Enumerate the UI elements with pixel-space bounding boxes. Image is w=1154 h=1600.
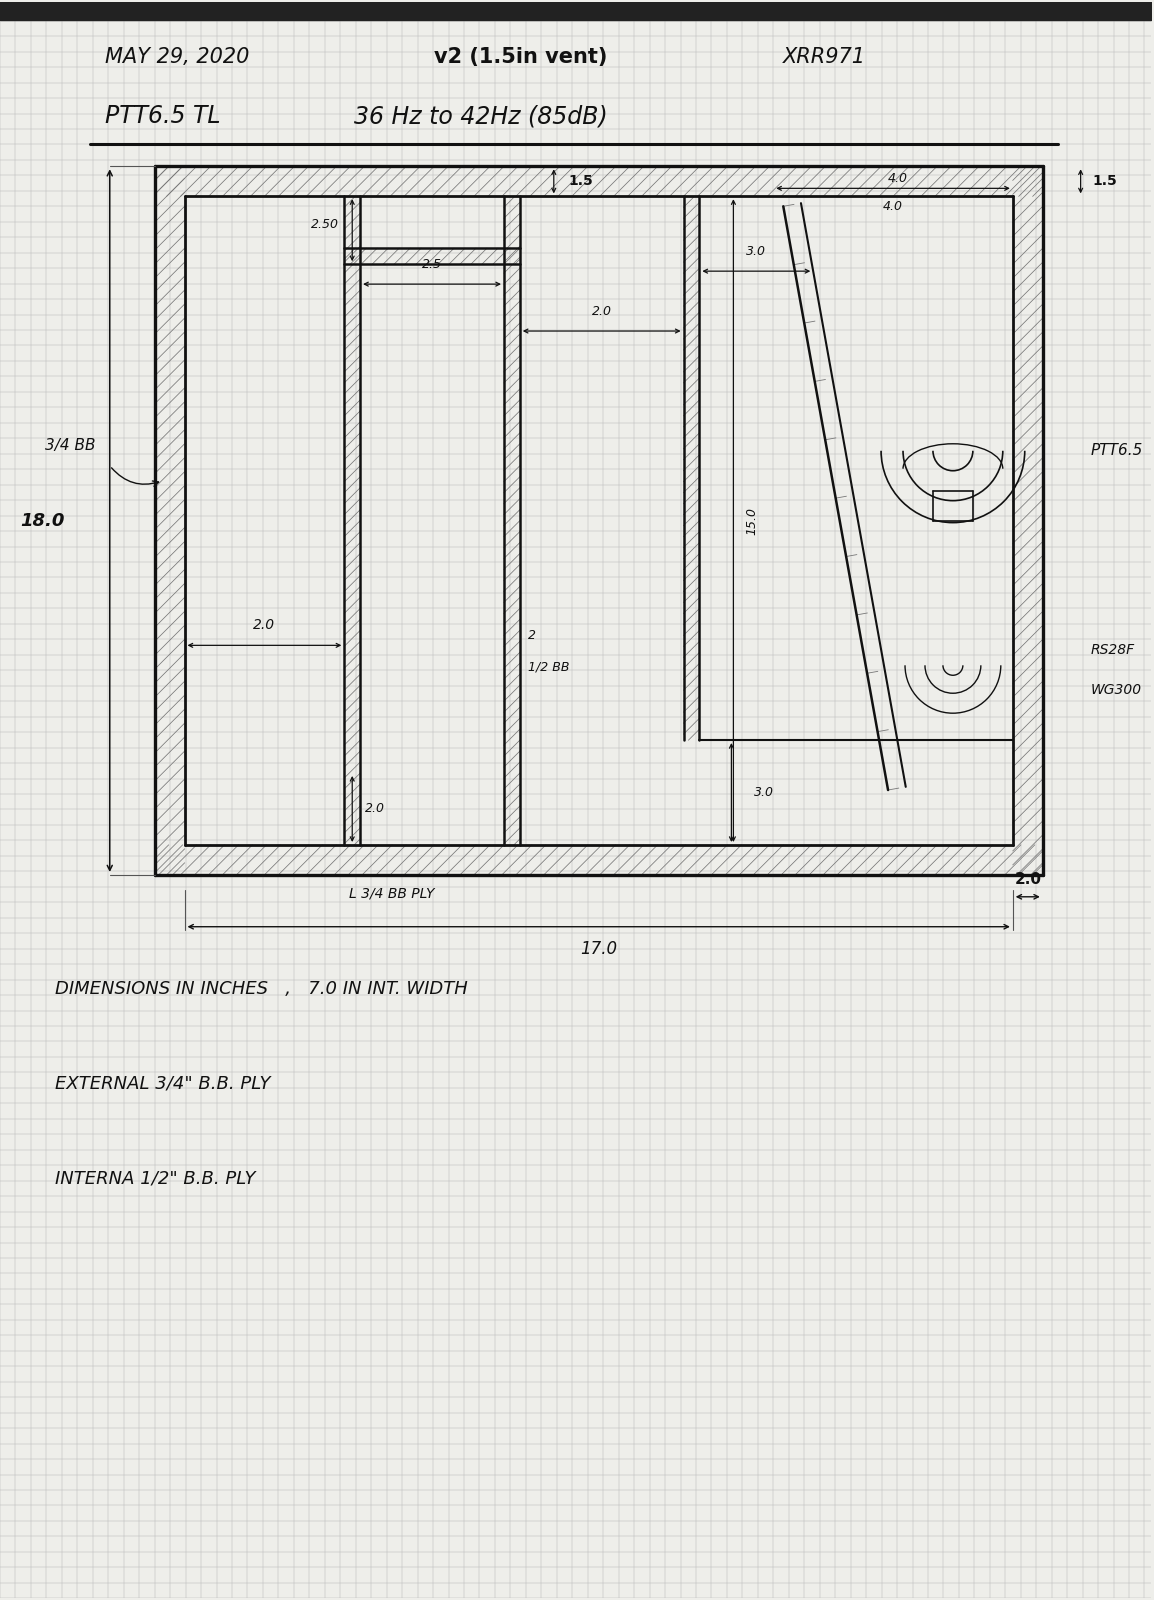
Text: 2.0: 2.0	[592, 306, 612, 318]
Text: L 3/4 BB PLY: L 3/4 BB PLY	[350, 886, 435, 901]
Text: 36 Hz to 42Hz (85dB): 36 Hz to 42Hz (85dB)	[354, 104, 608, 128]
Text: 15.0: 15.0	[745, 507, 758, 534]
Text: 2.50: 2.50	[312, 218, 339, 230]
Text: PTT6.5 TL: PTT6.5 TL	[105, 104, 220, 128]
Text: 4.0: 4.0	[889, 171, 908, 186]
Text: 2: 2	[527, 629, 535, 642]
Text: 3/4 BB: 3/4 BB	[45, 438, 96, 453]
Text: EXTERNAL 3/4" B.B. PLY: EXTERNAL 3/4" B.B. PLY	[55, 1074, 270, 1093]
Text: v2 (1.5in vent): v2 (1.5in vent)	[434, 46, 607, 67]
Text: 18.0: 18.0	[20, 512, 65, 530]
Text: 4.0: 4.0	[883, 200, 904, 213]
Text: 1.5: 1.5	[569, 174, 593, 189]
Text: 1/2 BB: 1/2 BB	[527, 661, 569, 674]
Text: 17.0: 17.0	[580, 939, 617, 958]
Text: 1.5: 1.5	[1093, 174, 1117, 189]
Text: RS28F: RS28F	[1091, 643, 1134, 658]
Text: DIMENSIONS IN INCHES   ,   7.0 IN INT. WIDTH: DIMENSIONS IN INCHES , 7.0 IN INT. WIDTH	[55, 979, 467, 998]
Text: WG300: WG300	[1091, 683, 1141, 698]
Text: XRR971: XRR971	[784, 46, 867, 67]
Text: 2.0: 2.0	[365, 803, 385, 816]
Text: PTT6.5: PTT6.5	[1091, 443, 1142, 458]
Text: 3.0: 3.0	[747, 245, 766, 258]
Text: 3.0: 3.0	[755, 786, 774, 798]
Text: INTERNA 1/2" B.B. PLY: INTERNA 1/2" B.B. PLY	[55, 1170, 255, 1187]
Text: MAY 29, 2020: MAY 29, 2020	[105, 46, 249, 67]
Text: 2.5: 2.5	[422, 258, 442, 270]
Text: 2.0: 2.0	[1014, 872, 1041, 886]
Text: 2.0: 2.0	[254, 618, 276, 632]
